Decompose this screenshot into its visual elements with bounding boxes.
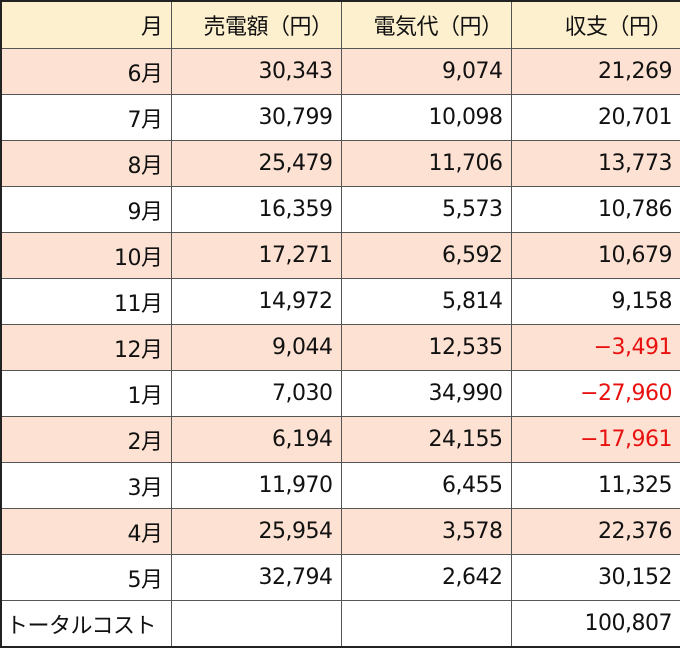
cell-balance: 10,786 [510, 186, 680, 233]
cell-sales: 32,794 [170, 554, 342, 601]
cell-sales: 11,970 [170, 462, 342, 509]
cell-electricity: 2,642 [340, 554, 512, 601]
cell-balance: 30,152 [510, 554, 680, 601]
cell-sales: 30,799 [170, 94, 342, 141]
cell-balance-negative: −3,491 [510, 324, 680, 371]
cell-electricity: 5,573 [340, 186, 512, 233]
cell-balance: 11,325 [510, 462, 680, 509]
cell-balance: 13,773 [510, 140, 680, 187]
cell-electricity: 5,814 [340, 278, 512, 325]
cell-balance: 9,158 [510, 278, 680, 325]
table-row: 7月 30,799 10,098 20,701 [0, 94, 680, 141]
cell-month: 9月 [0, 186, 172, 233]
cell-sales: 9,044 [170, 324, 342, 371]
cell-sales: 25,479 [170, 140, 342, 187]
cell-month: 7月 [0, 94, 172, 141]
table-row: 3月 11,970 6,455 11,325 [0, 462, 680, 509]
cell-electricity: 3,578 [340, 508, 512, 555]
cell-sales: 16,359 [170, 186, 342, 233]
table-row: 12月 9,044 12,535 −3,491 [0, 324, 680, 371]
cell-balance: 20,701 [510, 94, 680, 141]
table-row: 10月 17,271 6,592 10,679 [0, 232, 680, 279]
cell-electricity: 9,074 [340, 48, 512, 95]
total-sales [170, 600, 342, 648]
cell-sales: 14,972 [170, 278, 342, 325]
cell-month: 6月 [0, 48, 172, 95]
header-electricity: 電気代（円） [340, 0, 512, 49]
cell-month: 3月 [0, 462, 172, 509]
table-row: 2月 6,194 24,155 −17,961 [0, 416, 680, 463]
cell-month: 8月 [0, 140, 172, 187]
cell-electricity: 6,455 [340, 462, 512, 509]
cell-balance: 21,269 [510, 48, 680, 95]
cell-electricity: 24,155 [340, 416, 512, 463]
table-row: 8月 25,479 11,706 13,773 [0, 140, 680, 187]
table-row: 11月 14,972 5,814 9,158 [0, 278, 680, 325]
cell-balance-negative: −17,961 [510, 416, 680, 463]
cell-month: 12月 [0, 324, 172, 371]
cell-month: 11月 [0, 278, 172, 325]
cell-balance-negative: −27,960 [510, 370, 680, 417]
table-row: 5月 32,794 2,642 30,152 [0, 554, 680, 601]
cell-month: 5月 [0, 554, 172, 601]
table-row: 6月 30,343 9,074 21,269 [0, 48, 680, 95]
cell-electricity: 10,098 [340, 94, 512, 141]
cell-month: 4月 [0, 508, 172, 555]
cell-electricity: 11,706 [340, 140, 512, 187]
cell-sales: 6,194 [170, 416, 342, 463]
table-row: 9月 16,359 5,573 10,786 [0, 186, 680, 233]
total-balance: 100,807 [510, 600, 680, 648]
cell-electricity: 12,535 [340, 324, 512, 371]
table-row: 4月 25,954 3,578 22,376 [0, 508, 680, 555]
cell-balance: 22,376 [510, 508, 680, 555]
cell-month: 1月 [0, 370, 172, 417]
cell-sales: 7,030 [170, 370, 342, 417]
cell-electricity: 34,990 [340, 370, 512, 417]
cell-electricity: 6,592 [340, 232, 512, 279]
header-balance: 収支（円） [510, 0, 680, 49]
table-row: 1月 7,030 34,990 −27,960 [0, 370, 680, 417]
cell-sales: 30,343 [170, 48, 342, 95]
cell-balance: 10,679 [510, 232, 680, 279]
total-row: トータルコスト 100,807 [0, 600, 680, 648]
header-sales: 売電額（円） [170, 0, 342, 49]
cell-month: 10月 [0, 232, 172, 279]
header-row: 月 売電額（円） 電気代（円） 収支（円） [0, 0, 680, 49]
cell-sales: 17,271 [170, 232, 342, 279]
cell-month: 2月 [0, 416, 172, 463]
cell-sales: 25,954 [170, 508, 342, 555]
total-electricity [340, 600, 512, 648]
header-month: 月 [0, 0, 172, 49]
total-label: トータルコスト [0, 600, 172, 648]
